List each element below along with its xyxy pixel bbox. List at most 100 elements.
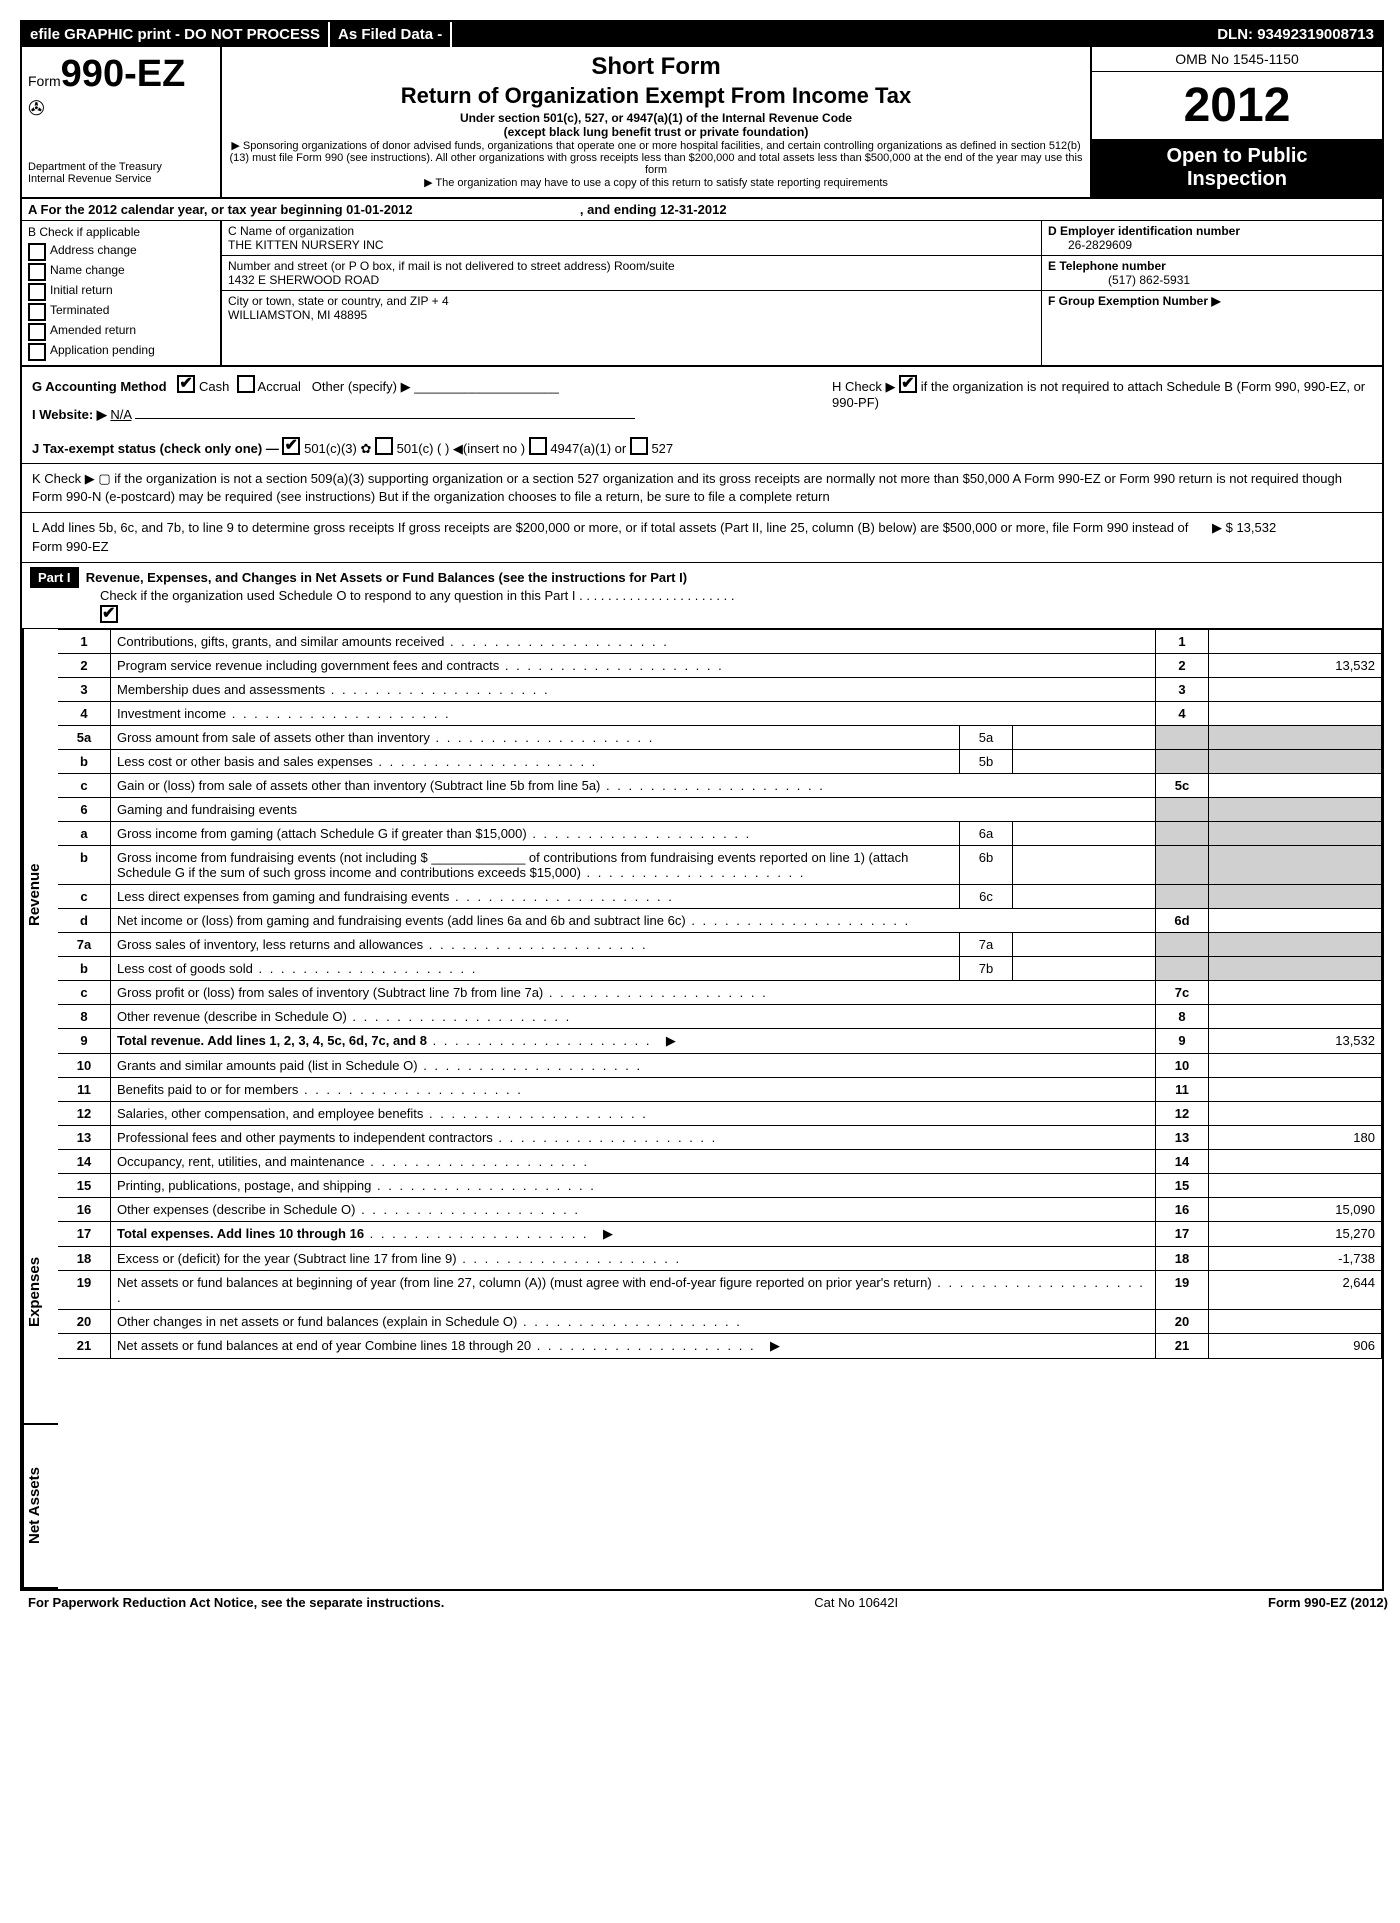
footer-cat: Cat No 10642I <box>814 1595 898 1610</box>
checkbox[interactable] <box>28 343 46 361</box>
line-row: 11 Benefits paid to or for members 11 <box>58 1077 1382 1101</box>
j-527: 527 <box>651 441 673 456</box>
header-note2: ▶ The organization may have to use a cop… <box>228 176 1084 189</box>
col-b-header: B Check if applicable <box>28 225 214 239</box>
line-row: 10 Grants and similar amounts paid (list… <box>58 1053 1382 1077</box>
line-row: 16 Other expenses (describe in Schedule … <box>58 1197 1382 1221</box>
org-city: WILLIAMSTON, MI 48895 <box>228 308 1035 322</box>
g-cash: Cash <box>199 379 229 394</box>
efile-notice: efile GRAPHIC print - DO NOT PROCESS <box>22 22 330 47</box>
colb-item: Terminated <box>28 301 214 319</box>
col-b: B Check if applicable Address change Nam… <box>22 221 222 365</box>
colb-item: Application pending <box>28 341 214 359</box>
form-num-big: 990-EZ <box>61 53 186 95</box>
l-text: L Add lines 5b, 6c, and 7b, to line 9 to… <box>32 519 1192 555</box>
line-row: 14 Occupancy, rent, utilities, and maint… <box>58 1149 1382 1173</box>
side-expenses: Expenses <box>22 1161 58 1425</box>
d-label: D Employer identification number <box>1048 224 1240 238</box>
tax-year: 2012 <box>1092 72 1382 139</box>
checkbox[interactable] <box>28 283 46 301</box>
line-row-mid: a Gross income from gaming (attach Sched… <box>58 821 1382 845</box>
line-row: 15 Printing, publications, postage, and … <box>58 1173 1382 1197</box>
row-a-begin: A For the 2012 calendar year, or tax yea… <box>28 202 413 217</box>
g-accrual: Accrual <box>258 379 301 394</box>
checkbox[interactable] <box>28 323 46 341</box>
open-to-public: Open to Public Inspection <box>1092 139 1382 197</box>
colb-item: Amended return <box>28 321 214 339</box>
colb-item: Name change <box>28 261 214 279</box>
footer-left: For Paperwork Reduction Act Notice, see … <box>28 1595 444 1610</box>
footer-right: Form 990-EZ (2012) <box>1268 1595 1388 1610</box>
lines-wrap: Revenue Expenses Net Assets 1 Contributi… <box>22 629 1382 1589</box>
part1-scho-checkbox[interactable] <box>100 605 118 623</box>
line-row: 2 Program service revenue including gove… <box>58 653 1382 677</box>
line-row-mid: b Less cost or other basis and sales exp… <box>58 749 1382 773</box>
g-other: Other (specify) ▶ <box>312 379 411 394</box>
col-c: C Name of organization THE KITTEN NURSER… <box>222 221 1042 365</box>
header-note1: ▶ Sponsoring organizations of donor advi… <box>228 139 1084 176</box>
line-row: 17 Total expenses. Add lines 10 through … <box>58 1221 1382 1246</box>
side-netassets: Net Assets <box>22 1425 58 1589</box>
dln: DLN: 93492319008713 <box>1209 22 1382 47</box>
colb-label: Address change <box>50 243 137 257</box>
line-row: c Gross profit or (loss) from sales of i… <box>58 980 1382 1004</box>
j-label: J Tax-exempt status (check only one) — <box>32 441 279 456</box>
line-row: 18 Excess or (deficit) for the year (Sub… <box>58 1246 1382 1270</box>
501c-checkbox[interactable] <box>375 437 393 455</box>
f-label: F Group Exemption Number ▶ <box>1048 294 1221 308</box>
checkbox[interactable] <box>28 243 46 261</box>
501c3-checkbox[interactable] <box>282 437 300 455</box>
dept-irs: Internal Revenue Service <box>28 173 214 185</box>
omb-number: OMB No 1545-1150 <box>1092 47 1382 72</box>
form-prefix: Form <box>28 73 61 89</box>
top-bar: efile GRAPHIC print - DO NOT PROCESS As … <box>22 22 1382 47</box>
city-label: City or town, state or country, and ZIP … <box>228 294 1035 308</box>
checkbox[interactable] <box>28 303 46 321</box>
colb-label: Application pending <box>50 343 155 357</box>
section-k: K Check ▶ ▢ if the organization is not a… <box>22 464 1382 513</box>
line-row-mid: c Less direct expenses from gaming and f… <box>58 884 1382 908</box>
colb-item: Address change <box>28 241 214 259</box>
checkbox[interactable] <box>28 263 46 281</box>
subtitle2: (except black lung benefit trust or priv… <box>228 125 1084 139</box>
ein-value: 26-2829609 <box>1048 238 1132 252</box>
line-row: d Net income or (loss) from gaming and f… <box>58 908 1382 932</box>
i-label: I Website: ▶ <box>32 407 107 422</box>
website-value: N/A <box>110 407 131 422</box>
as-filed: As Filed Data - <box>330 22 452 47</box>
e-label: E Telephone number <box>1048 259 1166 273</box>
org-address: 1432 E SHERWOOD ROAD <box>228 273 1035 287</box>
main-title: Return of Organization Exempt From Incom… <box>228 83 1084 109</box>
accrual-checkbox[interactable] <box>237 375 255 393</box>
section-bcd: B Check if applicable Address change Nam… <box>22 221 1382 367</box>
part1-title: Revenue, Expenses, and Changes in Net As… <box>86 570 687 585</box>
line-row: c Gain or (loss) from sale of assets oth… <box>58 773 1382 797</box>
line-row: 9 Total revenue. Add lines 1, 2, 3, 4, 5… <box>58 1028 1382 1053</box>
footer: For Paperwork Reduction Act Notice, see … <box>20 1591 1396 1614</box>
org-name: THE KITTEN NURSERY INC <box>228 238 1035 252</box>
line-row: 4 Investment income 4 <box>58 701 1382 725</box>
part1-label: Part I <box>30 567 79 588</box>
j-501c3: 501(c)(3) <box>304 441 357 456</box>
row-a: A For the 2012 calendar year, or tax yea… <box>22 199 1382 221</box>
open-public-2: Inspection <box>1092 168 1382 191</box>
row-a-end: , and ending 12-31-2012 <box>580 202 727 217</box>
colb-label: Terminated <box>50 303 109 317</box>
col-def: D Employer identification number 26-2829… <box>1042 221 1382 365</box>
section-ghi: G Accounting Method Cash Accrual Other (… <box>22 367 1382 464</box>
line-row: 12 Salaries, other compensation, and emp… <box>58 1101 1382 1125</box>
colb-label: Initial return <box>50 283 113 297</box>
colb-label: Name change <box>50 263 125 277</box>
4947-checkbox[interactable] <box>529 437 547 455</box>
l-amount: ▶ $ 13,532 <box>1192 519 1372 555</box>
cash-checkbox[interactable] <box>177 375 195 393</box>
line-row: 1 Contributions, gifts, grants, and simi… <box>58 629 1382 653</box>
side-revenue: Revenue <box>22 629 58 1161</box>
short-form-title: Short Form <box>228 53 1084 81</box>
h-checkbox[interactable] <box>899 375 917 393</box>
section-l: L Add lines 5b, 6c, and 7b, to line 9 to… <box>22 513 1382 562</box>
527-checkbox[interactable] <box>630 437 648 455</box>
phone-value: (517) 862-5931 <box>1048 273 1190 287</box>
open-public-1: Open to Public <box>1092 145 1382 168</box>
part1-header: Part I Revenue, Expenses, and Changes in… <box>22 563 1382 629</box>
